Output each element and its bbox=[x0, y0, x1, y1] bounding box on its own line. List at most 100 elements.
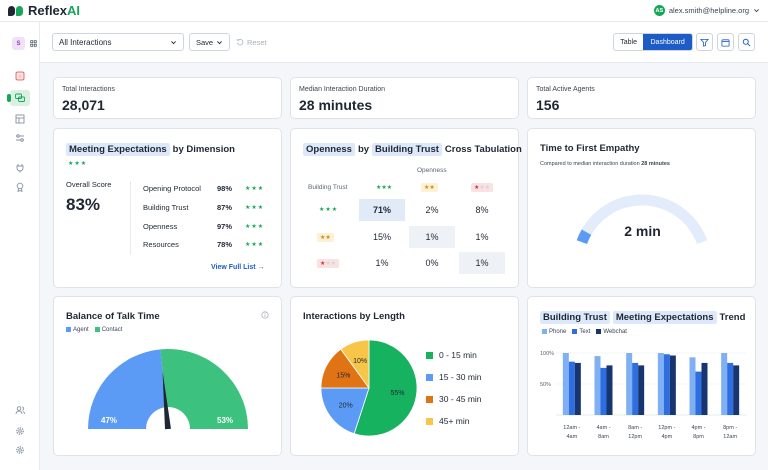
trend-bar[interactable] bbox=[669, 355, 676, 415]
grid-icon[interactable] bbox=[30, 40, 37, 47]
title-highlight: Building Trust bbox=[540, 311, 610, 324]
sidebar-item-admin[interactable] bbox=[10, 442, 30, 458]
trend-bar[interactable] bbox=[594, 356, 601, 415]
x-tick-label: 8am bbox=[598, 434, 609, 440]
sidebar-item-filters[interactable] bbox=[10, 130, 30, 146]
rating-stars: ★ ★ ★ bbox=[68, 161, 87, 167]
search-icon bbox=[742, 38, 751, 46]
sidebar-item-users[interactable] bbox=[10, 402, 30, 418]
user-email: alex.smith@helpline.org bbox=[668, 6, 749, 15]
settings-sliders-icon bbox=[16, 134, 24, 142]
talk-time-card: Balance of Talk Time Agent Contact 47% 5… bbox=[53, 296, 282, 456]
agent-pct-label: 47% bbox=[101, 416, 118, 425]
pie-slice[interactable] bbox=[353, 339, 418, 437]
xtab-cell: 1% bbox=[375, 258, 389, 268]
info-icon[interactable] bbox=[261, 311, 269, 319]
user-menu[interactable]: AS alex.smith@helpline.org bbox=[653, 5, 760, 16]
trend-bar[interactable] bbox=[632, 362, 639, 415]
trend-bar[interactable] bbox=[574, 362, 581, 415]
title-highlight: Openness bbox=[303, 143, 355, 156]
trend-bar[interactable] bbox=[689, 357, 696, 415]
card-title: Openness by Building Trust Cross Tabulat… bbox=[303, 143, 522, 156]
sidebar-item-conversations[interactable] bbox=[7, 90, 30, 106]
trend-bar[interactable] bbox=[663, 354, 670, 415]
trend-bar[interactable] bbox=[721, 353, 728, 415]
x-tick-label: 4pm bbox=[661, 434, 672, 440]
legend-item-webchat: Webchat bbox=[596, 329, 627, 335]
x-tick-label: 12am bbox=[723, 434, 737, 440]
sidebar-item-awards[interactable] bbox=[10, 179, 30, 195]
view-full-list-label: View Full List bbox=[211, 264, 256, 271]
sidebar-item-settings[interactable] bbox=[10, 423, 30, 439]
cross-tabulation-card: Openness by Building Trust Cross Tabulat… bbox=[290, 128, 522, 288]
empathy-value: 2 min bbox=[624, 223, 661, 239]
card-subtitle: Compared to median interaction duration … bbox=[540, 161, 670, 167]
xtab-cell: 71% bbox=[359, 199, 405, 221]
gear-alt-icon bbox=[16, 446, 24, 454]
contact-pct-label: 53% bbox=[217, 416, 234, 425]
dimension-name: Building Trust bbox=[143, 202, 189, 212]
contact-arc bbox=[160, 349, 248, 429]
trend-bar[interactable] bbox=[562, 353, 569, 415]
toolbar: All Interactions Save Reset Table Dashbo… bbox=[40, 22, 768, 63]
calendar-button[interactable] bbox=[717, 33, 734, 51]
award-icon bbox=[16, 182, 24, 192]
column-axis-label: Openness bbox=[417, 167, 447, 174]
pie-legend-item: 45+ min bbox=[426, 416, 469, 426]
reset-button[interactable]: Reset bbox=[236, 33, 267, 51]
filter-button[interactable] bbox=[696, 33, 713, 51]
home-icon: ! bbox=[15, 71, 25, 81]
save-button[interactable]: Save bbox=[189, 33, 230, 51]
table-view-button[interactable]: Table bbox=[620, 38, 637, 46]
app-logo[interactable]: ReflexAI bbox=[8, 3, 80, 18]
column-header-2-stars: ★ ★ bbox=[421, 183, 438, 192]
kpi-active-agents: Total Active Agents 156 bbox=[527, 77, 756, 119]
time-to-first-empathy-card: Time to First Empathy Compared to median… bbox=[527, 128, 756, 288]
card-title: Interactions by Length bbox=[303, 311, 405, 322]
sidebar-item-home[interactable]: ! bbox=[10, 68, 30, 84]
row-header-2-stars: ★ ★ bbox=[317, 233, 334, 242]
trend-bar[interactable] bbox=[701, 362, 708, 415]
pie-slice[interactable] bbox=[320, 387, 370, 435]
view-toggle: Table Dashboard bbox=[613, 33, 693, 51]
search-button[interactable] bbox=[738, 33, 755, 51]
card-title: Balance of Talk Time bbox=[66, 311, 160, 322]
column-header-3-stars: ★ ★ ★ bbox=[376, 185, 393, 191]
trend-bar[interactable] bbox=[626, 353, 633, 415]
trend-bar[interactable] bbox=[733, 365, 740, 415]
length-pie-chart: 55% 20% 15%10% bbox=[320, 339, 418, 437]
trend-bar[interactable] bbox=[568, 361, 575, 415]
svg-text:!: ! bbox=[19, 74, 20, 79]
pie-legend-item: 15 - 30 min bbox=[426, 372, 482, 382]
x-tick-label: 8pm bbox=[693, 434, 704, 440]
gauge-needle bbox=[162, 371, 171, 430]
x-tick-label: 4am - bbox=[596, 425, 610, 431]
app-switcher-badge[interactable]: S bbox=[12, 37, 25, 50]
trend-bar[interactable] bbox=[727, 362, 734, 415]
table-icon bbox=[15, 114, 25, 124]
sidebar: S ! bbox=[0, 22, 40, 470]
xtab-cell: 1% bbox=[459, 252, 505, 274]
dimension-name: Openness bbox=[143, 221, 178, 231]
trend-bar[interactable] bbox=[606, 365, 613, 415]
trend-bar[interactable] bbox=[600, 367, 607, 415]
save-label: Save bbox=[195, 37, 214, 47]
trend-bar[interactable] bbox=[638, 365, 645, 415]
sidebar-item-table[interactable] bbox=[10, 111, 30, 127]
pie-slice[interactable] bbox=[340, 339, 370, 390]
interaction-filter-select[interactable]: All Interactions bbox=[52, 33, 184, 51]
dimension-row: Building Trust 87% ★ ★ ★ bbox=[143, 201, 273, 213]
sidebar-item-integrations[interactable] bbox=[10, 160, 30, 176]
reset-icon bbox=[236, 38, 244, 46]
card-title: Time to First Empathy bbox=[540, 143, 640, 154]
rating-stars: ★ ★ ★ bbox=[245, 223, 264, 230]
trend-bar[interactable] bbox=[657, 353, 664, 415]
pie-slice-label: 20% bbox=[339, 402, 353, 409]
row-axis-label: Building Trust bbox=[308, 184, 348, 191]
kpi-label: Total Interactions bbox=[62, 86, 115, 93]
view-full-list-link[interactable]: View Full List → bbox=[211, 264, 265, 271]
dimension-name: Opening Protocol bbox=[143, 183, 201, 193]
trend-bar[interactable] bbox=[695, 371, 702, 415]
dashboard-view-button[interactable]: Dashboard bbox=[643, 34, 692, 50]
title-text: Trend bbox=[719, 312, 746, 323]
